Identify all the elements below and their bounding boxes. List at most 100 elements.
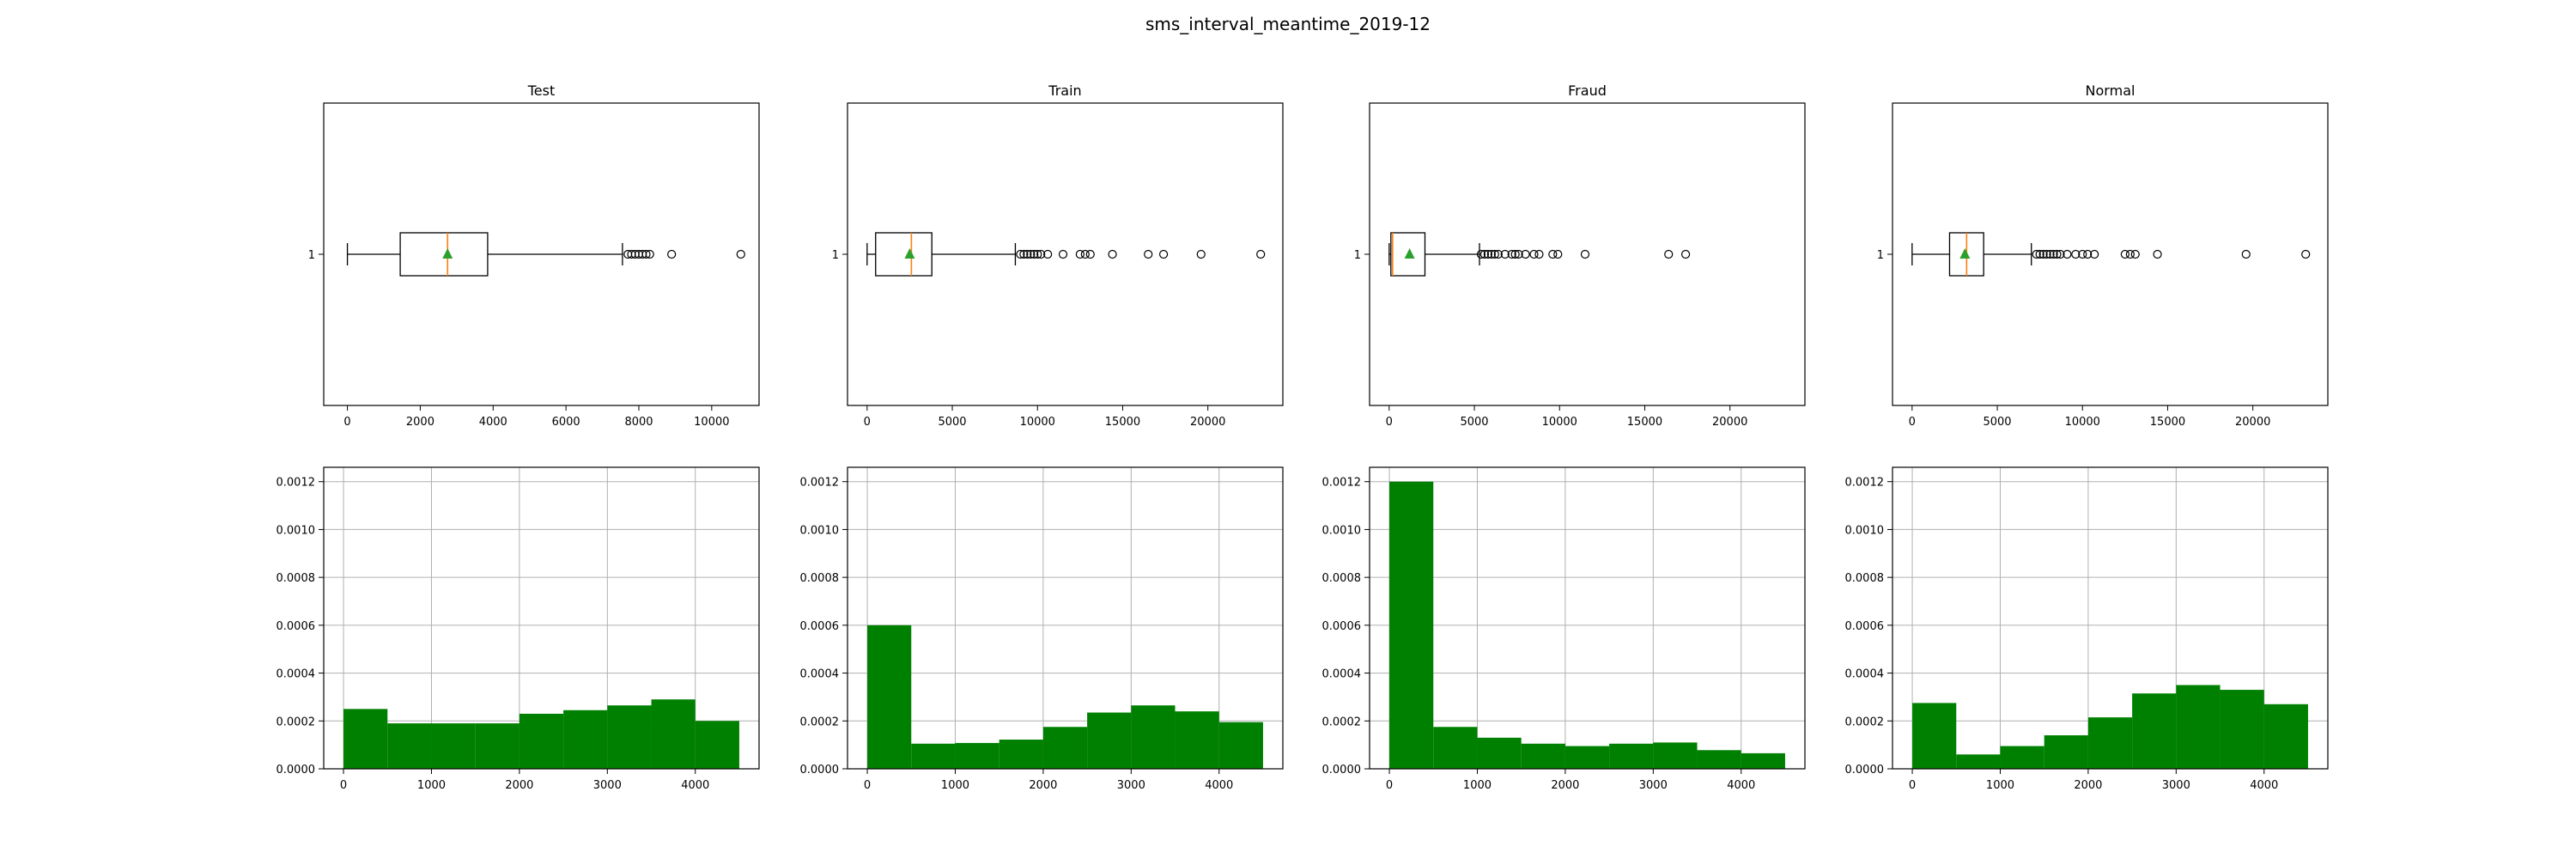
x-tick-label: 0 [864, 779, 871, 792]
outlier-point [2120, 249, 2129, 259]
outlier-point [1058, 249, 1068, 259]
outlier-point [2153, 249, 2162, 259]
figure-title: sms_interval_meantime_2019-12 [1145, 14, 1431, 34]
x-tick-label: 3000 [1117, 779, 1145, 792]
outlier-point [2241, 249, 2251, 259]
outlier-point [1514, 249, 1523, 259]
y-tick-label: 0.0002 [1845, 716, 1885, 728]
outlier-point [1476, 249, 1486, 259]
histogram-bar [695, 721, 739, 769]
iqr-box [1390, 232, 1426, 277]
outlier-point [1196, 249, 1206, 259]
outlier-point [1033, 249, 1042, 259]
subplot-title: Test [527, 82, 556, 99]
outlier-point [2032, 249, 2041, 259]
y-tick-label: 0.0004 [276, 668, 316, 681]
y-tick-label: 0.0010 [276, 524, 316, 537]
iqr-box [875, 232, 933, 277]
x-tick-label: 10000 [1542, 416, 1577, 429]
histogram-bar [1912, 703, 1957, 769]
x-tick-label: 4000 [1727, 779, 1755, 792]
y-tick-label: 1 [1877, 249, 1884, 262]
outlier-point [736, 249, 745, 259]
y-tick-label: 0.0012 [276, 477, 316, 490]
x-tick-label: 3000 [2162, 779, 2190, 792]
x-tick-label: 1000 [1463, 779, 1492, 792]
histogram-bar [519, 713, 564, 769]
outlier-point [2078, 249, 2087, 259]
histogram-bar [607, 705, 652, 769]
subplot-title: Train [1048, 82, 1081, 99]
histogram-bar [475, 723, 519, 769]
histogram-bar [1609, 743, 1654, 769]
histogram-bar [1087, 712, 1132, 769]
histogram-bar [343, 709, 388, 769]
outlier-point [1043, 249, 1053, 259]
outlier-point [645, 249, 654, 259]
outlier-point [2035, 249, 2044, 259]
mean-marker [442, 248, 453, 259]
y-tick-label: 1 [832, 249, 839, 262]
x-tick-label: 0 [1909, 779, 1916, 792]
x-tick-label: 5000 [1983, 416, 2011, 429]
y-tick-label: 0.0000 [800, 764, 840, 777]
outlier-point [1534, 249, 1544, 259]
histogram-bar [431, 723, 476, 769]
histogram-bar [2044, 735, 2088, 769]
y-tick-label: 0.0010 [1322, 524, 1362, 537]
x-tick-label: 4000 [2250, 779, 2278, 792]
histogram-panel-train: 0 1000 2000 3000 4000 0.0000 0.0002 0.0004 0.000… [800, 466, 1284, 792]
histogram-panel-fraud: 0 1000 2000 3000 4000 0.0000 0.0002 0.0004 0.000… [1322, 466, 1806, 792]
outlier-point [667, 249, 677, 259]
histogram-bar [1433, 727, 1478, 769]
outlier-point [1030, 249, 1039, 259]
mean-marker [904, 248, 915, 259]
histogram-bar [1956, 754, 2001, 769]
outlier-point [1548, 249, 1558, 259]
histogram-bar [1564, 746, 1610, 769]
x-tick-label: 0 [1386, 416, 1393, 429]
x-tick-label: 0 [340, 779, 347, 792]
outlier-point [1664, 249, 1674, 259]
outlier-point [1486, 249, 1496, 259]
histogram-bar [387, 723, 432, 769]
outlier-point [1483, 249, 1493, 259]
y-tick-label: 0.0008 [800, 572, 840, 585]
y-tick-label: 0.0004 [800, 668, 840, 681]
outlier-point [2042, 249, 2051, 259]
histogram-bar [651, 699, 696, 769]
y-tick-label: 0.0004 [1322, 668, 1362, 681]
histogram-bar [1653, 742, 1698, 769]
histogram-bar [911, 743, 956, 769]
outlier-point [1490, 249, 1499, 259]
outlier-point [2071, 249, 2081, 259]
histogram-bar [2176, 685, 2221, 769]
x-tick-label: 2000 [2074, 779, 2102, 792]
boxplot-panel-normal: Normal 1 0 5000 10000 15000 20000 [1877, 82, 2329, 429]
histogram-bar [1131, 705, 1176, 769]
boxplot-panel-test: Test 1 0 2000 4000 6000 8000 10000 [308, 82, 760, 429]
axes-frame [1369, 466, 1806, 770]
outlier-point [1680, 249, 1691, 259]
x-tick-label: 15000 [1627, 416, 1662, 429]
x-tick-label: 4000 [1205, 779, 1233, 792]
outlier-point [1085, 249, 1095, 259]
outlier-point [1016, 249, 1025, 259]
x-tick-label: 1000 [1986, 779, 2014, 792]
histogram-bar [1389, 481, 1434, 769]
outlier-point [2056, 249, 2065, 259]
x-tick-label: 15000 [1105, 416, 1140, 429]
boxplot-panel-train: Train 1 0 5000 10000 15000 20000 [832, 82, 1284, 429]
x-tick-label: 5000 [938, 416, 966, 429]
outlier-point [2052, 249, 2062, 259]
histogram-bar [1218, 722, 1263, 769]
histogram-bar [1741, 752, 1785, 769]
subplot-title: Fraud [1568, 82, 1607, 99]
histogram-bar [2000, 746, 2044, 769]
boxplot-panel-fraud: Fraud 1 0 5000 10000 15000 20000 [1354, 82, 1806, 429]
x-tick-label: 0 [343, 416, 350, 429]
outlier-point [1510, 249, 1520, 259]
histogram-bar [999, 740, 1043, 769]
outlier-point [1553, 249, 1563, 259]
outlier-point [1493, 249, 1503, 259]
